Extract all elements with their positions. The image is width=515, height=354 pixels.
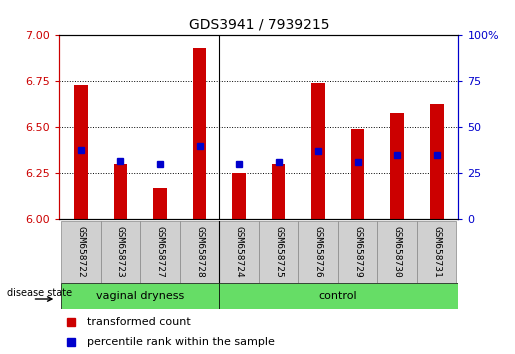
- Bar: [377, 221, 417, 283]
- Text: GSM658723: GSM658723: [116, 226, 125, 278]
- Bar: [180, 221, 219, 283]
- Bar: [193, 48, 207, 219]
- Text: GSM658725: GSM658725: [274, 226, 283, 278]
- Text: GSM658722: GSM658722: [76, 226, 85, 278]
- Title: GDS3941 / 7939215: GDS3941 / 7939215: [188, 17, 329, 32]
- Bar: [259, 221, 298, 283]
- Text: control: control: [318, 291, 357, 301]
- Text: percentile rank within the sample: percentile rank within the sample: [87, 337, 275, 347]
- Bar: [311, 83, 325, 219]
- Bar: [298, 221, 338, 283]
- Text: GSM658724: GSM658724: [234, 226, 244, 278]
- Bar: [417, 221, 456, 283]
- Bar: [232, 173, 246, 219]
- Text: GSM658728: GSM658728: [195, 226, 204, 278]
- Bar: [61, 283, 219, 309]
- Bar: [140, 221, 180, 283]
- Text: transformed count: transformed count: [87, 316, 191, 327]
- Text: GSM658731: GSM658731: [432, 226, 441, 278]
- Text: GSM658730: GSM658730: [392, 226, 402, 278]
- Bar: [271, 164, 285, 219]
- Bar: [153, 188, 167, 219]
- Bar: [338, 221, 377, 283]
- Bar: [114, 164, 127, 219]
- Bar: [101, 221, 140, 283]
- Text: GSM658727: GSM658727: [156, 226, 164, 278]
- Text: GSM658726: GSM658726: [314, 226, 322, 278]
- Text: GSM658729: GSM658729: [353, 226, 362, 278]
- Bar: [219, 221, 259, 283]
- Bar: [351, 129, 365, 219]
- Bar: [430, 103, 443, 219]
- Text: disease state: disease state: [7, 288, 72, 298]
- Bar: [390, 113, 404, 219]
- Bar: [219, 283, 458, 309]
- Text: vaginal dryness: vaginal dryness: [96, 291, 184, 301]
- Bar: [74, 85, 88, 219]
- Bar: [61, 221, 101, 283]
